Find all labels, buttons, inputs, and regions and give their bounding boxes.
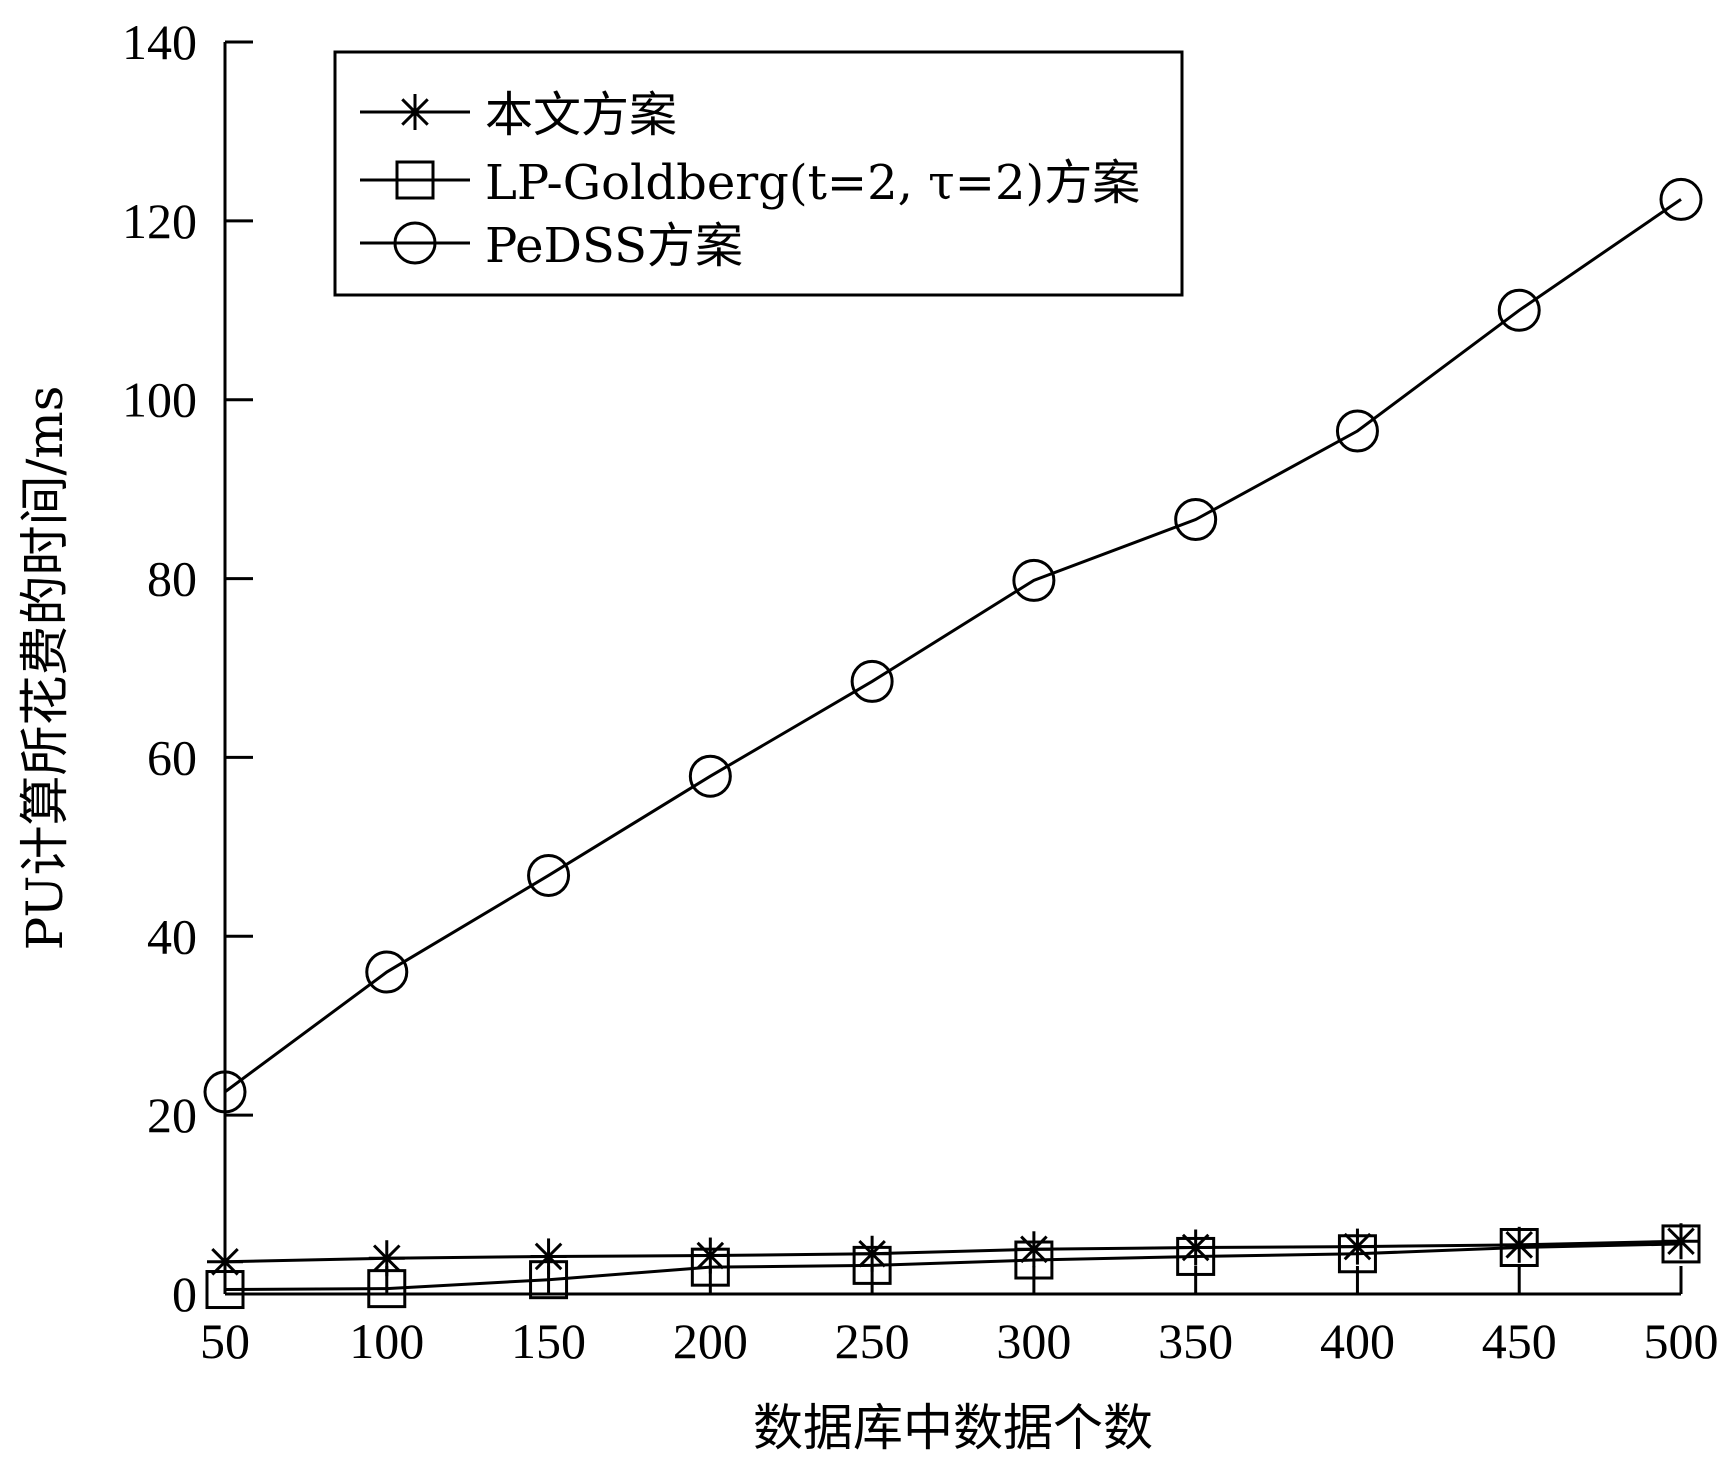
legend-marker-0-shape xyxy=(397,94,433,130)
series-2-point-9 xyxy=(1659,177,1703,221)
legend-entry-0: 本文方案 xyxy=(360,87,677,143)
legend-label-0: 本文方案 xyxy=(485,87,677,143)
legend-label-1: LP-Goldberg(t=2, τ=2)方案 xyxy=(485,155,1140,211)
series-0-point-0 xyxy=(207,1243,243,1280)
series-1-point-8 xyxy=(1499,1227,1539,1267)
series-1-point-6 xyxy=(1176,1236,1216,1276)
legend-marker-square xyxy=(395,160,435,200)
series-0-point-3-stroke-3 xyxy=(696,1241,725,1270)
y-tick-label-6: 120 xyxy=(122,193,197,249)
series-0-point-8 xyxy=(1501,1226,1538,1263)
legend-marker-asterisk xyxy=(397,94,433,130)
legend-box xyxy=(333,50,1184,297)
y-ticks: 0 20 40 60 80 100 120 140 xyxy=(122,14,253,1322)
series-2-point-6 xyxy=(1174,498,1218,542)
series-2 xyxy=(203,177,1703,1114)
x-ticks: 50 100 150 200 250 300 350 400 450 500 xyxy=(200,1266,1719,1369)
legend-marker-1-shape xyxy=(395,160,435,200)
series-2-point-4 xyxy=(850,659,894,703)
y-tick-label-2: 40 xyxy=(147,908,197,964)
y-tick-label-3: 60 xyxy=(147,729,197,785)
series-0-point-9-stroke-3 xyxy=(1667,1227,1695,1256)
x-tick-label-8: 450 xyxy=(1482,1313,1557,1369)
series-2-point-3 xyxy=(688,754,732,798)
series-0-point-2-stroke-3 xyxy=(534,1242,563,1271)
series-2-point-0 xyxy=(203,1070,247,1114)
legend-marker-0-shape-stroke-3 xyxy=(401,98,429,126)
x-tick-label-3: 200 xyxy=(673,1313,748,1369)
series-0 xyxy=(207,1223,1699,1280)
series-1-point-0 xyxy=(205,1270,245,1310)
legend-marker-2-shape xyxy=(393,221,437,265)
x-axis-title: 数据库中数据个数 xyxy=(753,1399,1153,1457)
axes xyxy=(223,42,1681,1296)
legend-marker-circle xyxy=(393,221,437,265)
x-tick-label-7: 400 xyxy=(1320,1313,1395,1369)
x-tick-label-9: 500 xyxy=(1644,1313,1719,1369)
series-0-point-6 xyxy=(1177,1229,1214,1266)
series-line-0 xyxy=(224,1239,1682,1264)
y-tick-label-1: 20 xyxy=(147,1087,197,1143)
legend-label-2: PeDSS方案 xyxy=(485,218,743,274)
series-2-point-5 xyxy=(1012,558,1056,602)
series-1-point-4 xyxy=(852,1245,892,1285)
series-1-point-1 xyxy=(367,1269,407,1309)
series-2-point-1 xyxy=(365,950,409,994)
series-0-point-8-stroke-3 xyxy=(1505,1231,1534,1259)
x-tick-label-4: 250 xyxy=(835,1313,910,1369)
legend-entry-2: PeDSS方案 xyxy=(360,218,743,274)
x-tick-label-0: 50 xyxy=(200,1313,250,1369)
y-axis-title: PU计算所花费的时间/ms xyxy=(16,386,74,951)
series-1-point-2 xyxy=(529,1260,569,1300)
series-1-point-9 xyxy=(1661,1224,1701,1264)
x-tick-label-2: 150 xyxy=(511,1313,586,1369)
x-tick-label-5: 300 xyxy=(996,1313,1071,1369)
series-2-point-2 xyxy=(527,853,571,897)
series-0-point-9 xyxy=(1663,1223,1699,1260)
y-tick-label-5: 100 xyxy=(122,372,197,428)
y-tick-label-4: 80 xyxy=(147,551,197,607)
series-2-point-7 xyxy=(1335,409,1379,453)
x-tick-label-1: 100 xyxy=(349,1313,424,1369)
series-line-1 xyxy=(224,1242,1682,1292)
series-1-point-5 xyxy=(1014,1240,1054,1280)
series-2-point-8 xyxy=(1497,288,1541,332)
y-tick-label-7: 140 xyxy=(122,14,197,70)
series-1 xyxy=(205,1224,1701,1310)
series-1-point-7 xyxy=(1337,1234,1377,1274)
legend: 本文方案 LP-Goldberg(t=2, τ=2)方案 PeDSS方案 xyxy=(333,50,1184,297)
legend-entry-1: LP-Goldberg(t=2, τ=2)方案 xyxy=(360,155,1140,211)
y-tick-label-0: 0 xyxy=(172,1266,197,1322)
series-1-point-3 xyxy=(690,1247,730,1287)
series-line-2 xyxy=(224,198,1682,1094)
series-layer xyxy=(203,177,1703,1310)
series-0-point-7 xyxy=(1339,1228,1376,1265)
series-0-point-4-stroke-3 xyxy=(858,1239,886,1268)
x-tick-label-6: 350 xyxy=(1158,1313,1233,1369)
series-0-point-1-stroke-3 xyxy=(372,1244,401,1273)
series-0-point-2 xyxy=(530,1238,567,1275)
